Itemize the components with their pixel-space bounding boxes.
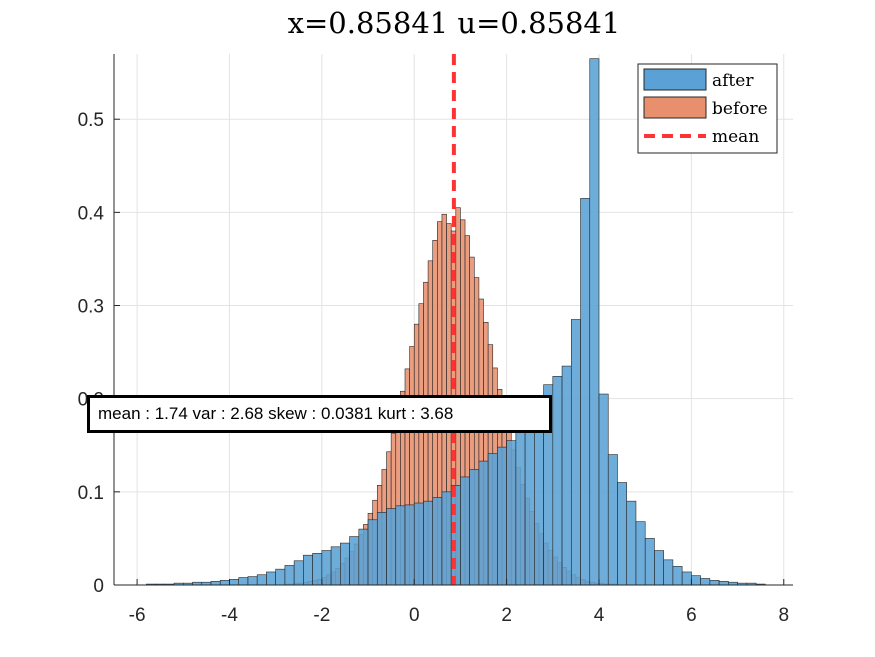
after-bar	[718, 580, 729, 586]
x-axis-ticks: -6 -4 -2 0 2 4 6 8	[129, 579, 789, 626]
after-bar	[275, 568, 286, 586]
after-bar	[238, 577, 249, 586]
after-bar	[210, 580, 221, 586]
legend-label-mean: mean	[712, 127, 759, 147]
y-tick-label: 0.4	[78, 203, 105, 224]
after-bar	[561, 365, 572, 586]
x-tick-label: 2	[501, 605, 512, 626]
after-bar	[644, 538, 655, 586]
chart-title: x=0.85841 u=0.85841	[288, 6, 621, 40]
after-bar	[376, 512, 387, 586]
after-bar	[413, 502, 424, 586]
after-bar	[312, 553, 323, 586]
after-bar	[229, 579, 240, 586]
x-tick-label: 0	[409, 605, 420, 626]
after-bar	[358, 528, 369, 586]
after-bar	[432, 497, 443, 586]
after-bar	[709, 580, 720, 586]
after-bar	[469, 469, 480, 586]
after-bar	[404, 504, 415, 586]
after-bar	[330, 546, 341, 586]
after-bar	[506, 440, 517, 586]
after-bar	[423, 500, 434, 586]
legend-label-before: before	[712, 99, 768, 119]
after-bar	[570, 319, 581, 586]
after-bar	[487, 453, 498, 586]
after-bar	[386, 508, 397, 586]
x-tick-label: 4	[594, 605, 605, 626]
y-tick-label: 0.5	[78, 110, 104, 131]
after-bar	[589, 58, 600, 586]
after-bar	[635, 521, 646, 586]
y-tick-label: 0	[93, 576, 104, 597]
after-bar	[691, 575, 701, 586]
after-bar	[450, 485, 461, 586]
series-after-bars	[146, 58, 766, 586]
after-bar	[497, 446, 507, 586]
after-bar	[219, 580, 230, 586]
after-bar	[340, 542, 350, 586]
after-bar	[626, 500, 637, 586]
after-bar	[654, 550, 664, 586]
after-bar	[321, 550, 332, 586]
after-bar	[349, 536, 360, 586]
x-tick-label: -6	[129, 605, 146, 626]
after-bar	[598, 393, 609, 586]
after-bar	[515, 430, 526, 586]
legend-label-after: after	[712, 71, 754, 91]
after-bar	[580, 198, 591, 586]
stats-annotation-text: mean : 1.74 var : 2.68 skew : 0.0381 kur…	[98, 404, 454, 423]
after-bar	[672, 566, 683, 586]
legend-swatch-before	[643, 96, 707, 119]
after-bar	[303, 554, 313, 586]
after-bar	[367, 519, 378, 586]
x-tick-label: 6	[686, 605, 697, 626]
after-bar	[266, 571, 276, 586]
legend-swatch-after	[643, 68, 707, 91]
after-bar	[478, 460, 489, 586]
after-bar	[700, 578, 711, 586]
after-bar	[460, 476, 470, 586]
y-tick-label: 0.1	[78, 483, 104, 504]
x-tick-label: -4	[221, 605, 238, 626]
after-bar	[663, 559, 674, 586]
after-bar	[681, 571, 692, 586]
after-bar	[552, 376, 563, 586]
after-bar	[256, 574, 267, 586]
after-bar	[284, 565, 295, 586]
x-tick-label: -2	[313, 605, 330, 626]
after-bar	[395, 505, 406, 586]
stats-annotation: mean : 1.74 var : 2.68 skew : 0.0381 kur…	[87, 395, 552, 433]
after-bar	[247, 576, 258, 586]
after-bar	[441, 491, 452, 586]
after-bar	[617, 482, 628, 586]
x-tick-label: 8	[778, 605, 789, 626]
y-tick-label: 0.3	[78, 297, 104, 318]
axes	[113, 54, 793, 586]
legend: after before mean	[637, 63, 778, 154]
after-bar	[607, 454, 618, 586]
after-bar	[293, 560, 304, 586]
after-bar	[524, 417, 535, 586]
